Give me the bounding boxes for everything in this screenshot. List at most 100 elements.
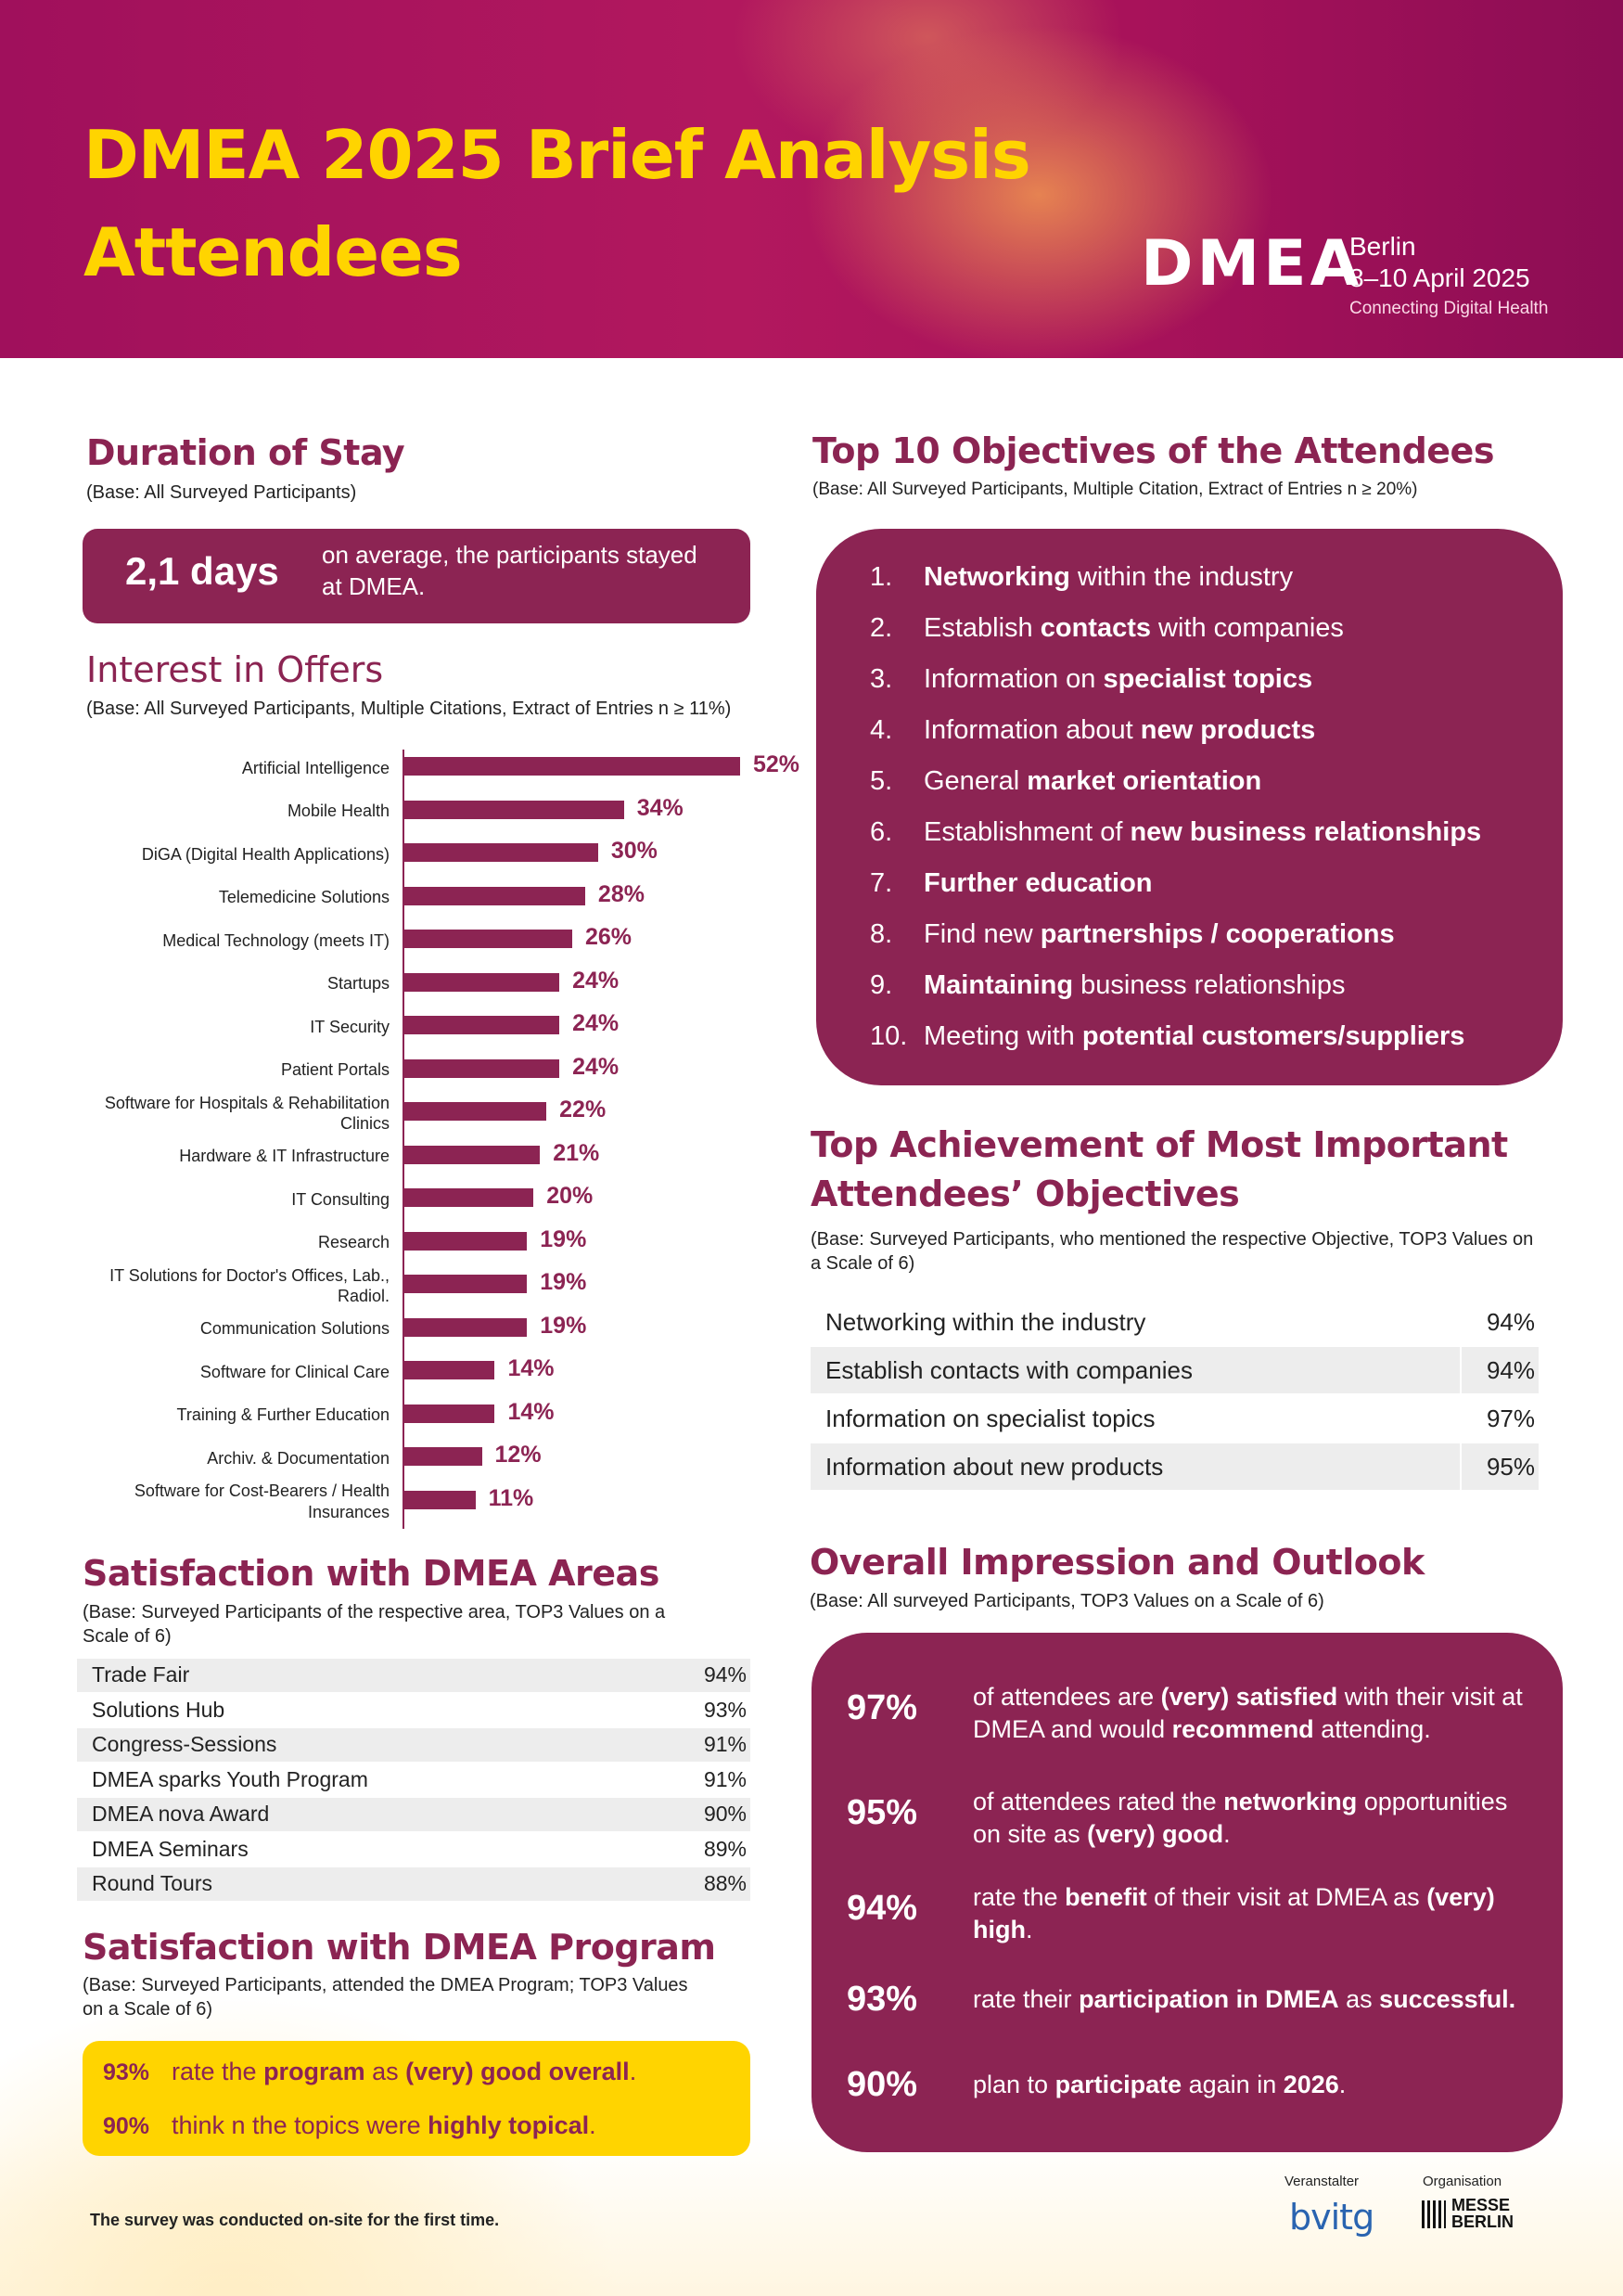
objective-item: 4. Information about new products: [870, 715, 1315, 746]
objective-text: Meeting with: [924, 1021, 1082, 1051]
bar-label: Medical Technology (meets IT): [162, 930, 390, 950]
objective-item: 1. Networking within the industry: [870, 562, 1293, 593]
bar-value-label: 12%: [494, 1442, 542, 1468]
program-text: rate the: [172, 2058, 264, 2085]
program-text: .: [629, 2058, 637, 2085]
impression-fragment: of their visit at DMEA as: [1146, 1883, 1427, 1911]
messe-berlin-logo: MESSE BERLIN: [1451, 2197, 1514, 2230]
impression-fragment: as: [1338, 1985, 1380, 2013]
program-title: Satisfaction with DMEA Program: [83, 1927, 716, 1968]
bar-value-label: 30%: [610, 838, 658, 864]
table-cell-label: Congress-Sessions: [92, 1732, 277, 1756]
logo-dates: 8–10 April 2025: [1349, 263, 1530, 292]
bar: [404, 800, 624, 819]
bar-value-label: 24%: [572, 1053, 620, 1080]
bar-label: Software for Hospitals & Rehabilitation …: [104, 1093, 390, 1134]
bar-label: Software for Clinical Care: [199, 1362, 390, 1381]
objective-text: with companies: [1151, 613, 1344, 643]
objective-number: 7.: [870, 868, 893, 898]
duration-text: on average, the participants stayed at D…: [322, 541, 697, 600]
objective-keyword: Networking: [924, 562, 1070, 592]
bar-label: Telemedicine Solutions: [218, 888, 390, 906]
table-cell-value: 94%: [1486, 1308, 1535, 1336]
bar-value-label: 11%: [488, 1484, 534, 1511]
impression-keyword: participate: [1054, 2071, 1182, 2098]
impression-fragment: rate their: [973, 1985, 1080, 2013]
program-text: think n the topics were: [172, 2111, 428, 2139]
objective-item: 2. Establish contacts with companies: [870, 613, 1344, 644]
table-row: Congress-Sessions 91%: [77, 1728, 750, 1762]
bar-label: Archiv. & Documentation: [207, 1448, 390, 1468]
impression-box: 97% of attendees are (very) satisfied wit…: [812, 1633, 1563, 2152]
table-cell-value: 88%: [703, 1871, 747, 1895]
table-cell-value: 94%: [1486, 1356, 1535, 1384]
impression-title: Overall Impression and Outlook: [810, 1542, 1425, 1583]
objective-number: 3.: [870, 664, 893, 694]
impression-fragment: again in: [1182, 2071, 1284, 2098]
table-row: Trade Fair 94%: [77, 1659, 750, 1692]
program-percent: 93%: [103, 2059, 150, 2085]
objective-number: 9.: [870, 970, 893, 1000]
areas-table: Trade Fair 94% Solutions Hub 93% Congress-Se…: [77, 1659, 750, 1909]
interest-title: Interest in Offers: [86, 649, 384, 690]
bar-value-label: 19%: [540, 1225, 587, 1252]
impression-percent: 97%: [847, 1688, 918, 1727]
objective-number: 4.: [870, 715, 893, 745]
bar: [404, 843, 598, 862]
impression-fragment: plan to: [973, 2071, 1055, 2098]
duration-base: (Base: All Surveyed Participants): [86, 482, 357, 503]
program-keyword: highly topical: [428, 2111, 590, 2139]
table-cell-label: Information on specialist topics: [825, 1405, 1156, 1432]
impression-fragment: of attendees rated the: [973, 1788, 1224, 1815]
impression-percent: 93%: [847, 1980, 918, 2019]
impression-keyword: (very) high: [973, 1883, 1495, 1944]
objective-number: 8.: [870, 919, 893, 949]
impression-keyword: networking: [1223, 1788, 1358, 1815]
bar-label: Artificial Intelligence: [241, 758, 390, 777]
bar-value-label: 21%: [553, 1139, 600, 1166]
bar-label: Training & Further Education: [176, 1405, 390, 1424]
table-row: Information on specialist topics 97%: [811, 1395, 1539, 1442]
impression-keyword: benefit: [1065, 1883, 1147, 1911]
table-cell-value: 93%: [703, 1697, 747, 1722]
table-cell-label: Solutions Hub: [92, 1697, 225, 1722]
bar: [404, 972, 560, 992]
impression-fragment: with their visit at DMEA and would: [973, 1683, 1523, 1744]
bar-label: IT Solutions for Doctor's Offices, Lab.,…: [109, 1265, 390, 1306]
bar-value-label: 20%: [546, 1183, 594, 1209]
table-cell-value: 94%: [703, 1662, 747, 1687]
page-title-line1: DMEA 2025 Brief Analysis: [83, 116, 1031, 194]
objective-keyword: specialist topics: [1103, 664, 1313, 694]
table-cell-label: Round Tours: [92, 1871, 212, 1895]
bar: [404, 757, 740, 776]
organisation-label: Organisation: [1423, 2174, 1502, 2189]
objective-keyword: partnerships / cooperations: [1040, 919, 1395, 949]
messe-logo-line2: BERLIN: [1451, 2213, 1514, 2231]
impression-keyword: (very) good: [1087, 1820, 1224, 1849]
table-row: Solutions Hub 93%: [77, 1694, 750, 1727]
duration-title: Duration of Stay: [86, 432, 405, 473]
bar-label: Software for Cost-Bearers / Health Insur…: [134, 1481, 390, 1521]
objective-text: business relationships: [1073, 970, 1346, 1000]
objective-keyword: new products: [1140, 715, 1316, 745]
organizer-label: Veranstalter: [1284, 2174, 1360, 2189]
objective-text: Establish: [924, 613, 1041, 643]
objective-keyword: potential customers/suppliers: [1081, 1021, 1465, 1051]
bar-label: DiGA (Digital Health Applications): [141, 844, 390, 864]
impression-percent: 95%: [847, 1793, 918, 1832]
bar-value-label: 24%: [572, 1010, 620, 1036]
objective-text: within the industry: [1069, 562, 1294, 592]
impression-fragment: rate the: [973, 1883, 1066, 1911]
table-cell-value: 90%: [703, 1802, 747, 1826]
impression-text: of attendees rated the networking opport…: [973, 1786, 1539, 1851]
bar: [404, 1490, 476, 1509]
bar-label: Patient Portals: [280, 1060, 390, 1079]
impression-text: plan to participate again in 2026.: [973, 2069, 1539, 2101]
bar: [404, 1317, 528, 1337]
header-banner: DMEA 2025 Brief Analysis Attendees DMEA …: [0, 0, 1623, 358]
messe-berlin-icon: [1422, 2200, 1446, 2228]
bar: [404, 1361, 495, 1379]
bar-value-label: 14%: [507, 1355, 555, 1381]
objective-item: 9. Maintaining business relationships: [870, 970, 1346, 1001]
program-keyword: (very) good overall: [405, 2058, 630, 2085]
